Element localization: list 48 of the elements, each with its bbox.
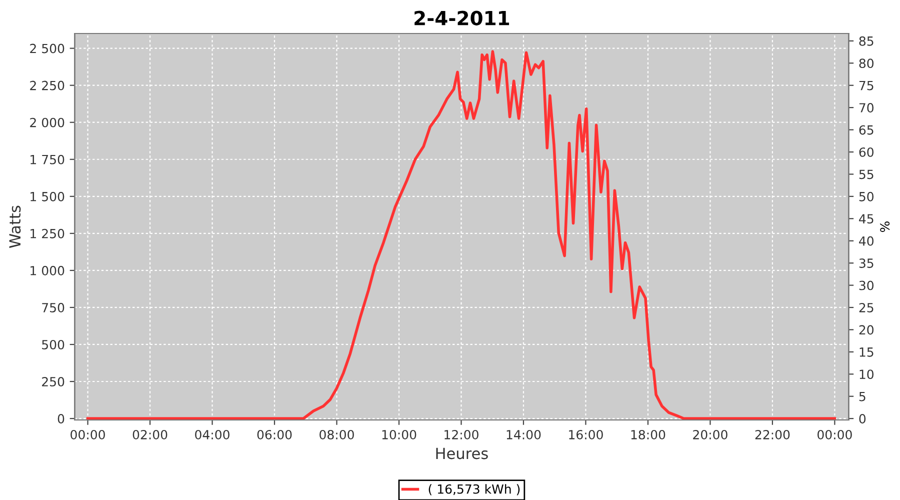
line-series — [86, 50, 836, 420]
y2-tick-label: 65 — [859, 125, 874, 135]
y2-tick-label: 70 — [859, 103, 874, 112]
x-tick-label: 10:00 — [382, 430, 416, 440]
y2-tick-label: 50 — [859, 192, 874, 202]
x-tick-label: 08:00 — [320, 430, 354, 440]
y2-tick-label: 30 — [859, 280, 874, 290]
y-tick-label: 1 500 — [30, 192, 64, 202]
x-tick-label: 04:00 — [195, 430, 230, 440]
x-tick-label: 06:00 — [257, 430, 292, 440]
y2-tick-label: 20 — [859, 325, 874, 335]
y-tick-label: 500 — [42, 340, 64, 350]
y-tick-label: 0 — [58, 414, 64, 424]
y2-tick-label: 85 — [859, 36, 874, 46]
y-tick-label: 1 750 — [30, 154, 64, 164]
y2-tick-label: 45 — [859, 214, 874, 224]
chart-title: 2-4-2011 — [414, 10, 510, 26]
y2-tick-label: 15 — [860, 348, 874, 357]
x-tick-label: 00:00 — [818, 430, 852, 440]
y-tick-label: 1 000 — [30, 266, 64, 276]
x-tick-label: 14:00 — [506, 430, 541, 440]
y-tick-label: 1 250 — [30, 228, 64, 238]
x-tick-label: 22:00 — [755, 430, 790, 440]
y2-tick-label: 55 — [859, 170, 874, 180]
x-tick-label: 20:00 — [693, 430, 728, 440]
y-axis-title: Watts — [9, 206, 21, 248]
y-tick-label: 2 250 — [30, 80, 64, 90]
y2-axis-title: % — [880, 222, 890, 232]
y2-tick-label: 80 — [859, 58, 874, 68]
y2-tick-label: 0 — [859, 414, 866, 424]
y-tick-label: 2 000 — [30, 118, 64, 128]
y2-tick-label: 25 — [859, 302, 874, 312]
y2-tick-label: 10 — [860, 370, 874, 380]
y-tick-label: 250 — [42, 376, 64, 386]
y-tick-label: 750 — [42, 302, 64, 312]
y2-tick-label: 35 — [859, 258, 874, 268]
y2-tick-label: 40 — [859, 236, 874, 246]
x-tick-label: 18:00 — [631, 430, 666, 440]
x-tick-label: 02:00 — [132, 430, 168, 440]
x-axis-title: Heures — [436, 448, 488, 460]
y2-tick-label: 5 — [859, 392, 866, 402]
y2-tick-label: 75 — [859, 80, 874, 90]
x-tick-label: 16:00 — [569, 430, 603, 440]
y2-tick-label: 60 — [859, 147, 874, 157]
legend-label: ( 16,573 kWh ) — [428, 484, 520, 496]
y-tick-label: 2 500 — [30, 44, 64, 54]
x-tick-label: 00:00 — [70, 430, 105, 440]
x-tick-label: 12:00 — [444, 430, 478, 440]
